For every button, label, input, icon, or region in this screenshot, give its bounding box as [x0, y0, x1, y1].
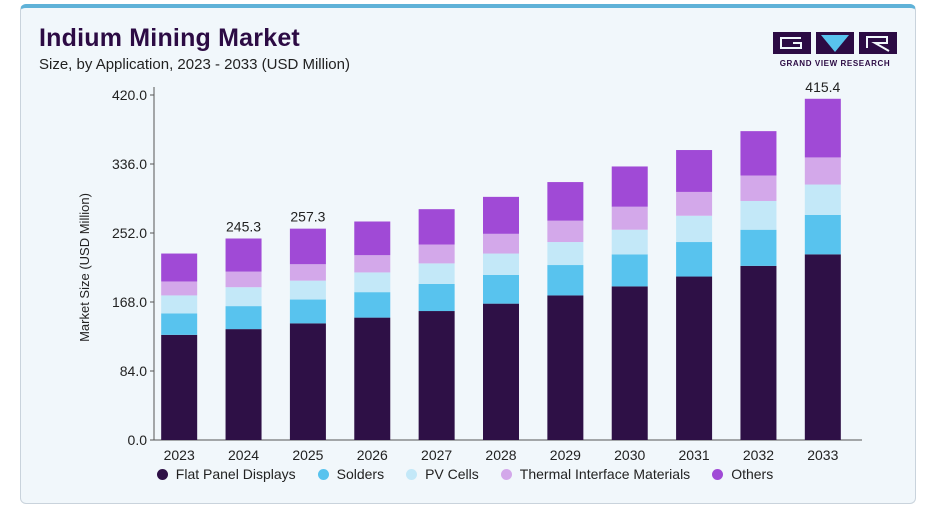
legend-swatch: [712, 468, 724, 480]
legend-item: Others: [712, 466, 773, 482]
y-tick-label: 168.0: [112, 294, 147, 310]
legend-item: Thermal Interface Materials: [500, 466, 691, 482]
bar-segment: [354, 255, 391, 273]
bar-segment: [483, 274, 519, 304]
bar-segment: [225, 271, 262, 288]
x-tick-label: 2023: [164, 447, 195, 463]
legend-label: PV Cells: [425, 466, 479, 482]
chart-title: Indium Mining Market: [39, 24, 300, 52]
bar-segment: [740, 265, 777, 440]
bar-segment: [161, 281, 198, 296]
bar-segment: [740, 200, 777, 230]
bar-segment: [611, 286, 648, 440]
y-tick-label: 420.0: [112, 87, 147, 103]
data-label: 257.3: [290, 209, 325, 225]
bar-segment: [161, 295, 198, 314]
bar-segment: [547, 220, 584, 243]
bar-segment: [354, 292, 391, 318]
bar-segment: [354, 272, 391, 293]
bar-segment: [676, 215, 713, 243]
bar-segment: [289, 299, 326, 324]
x-tick-label: 2029: [550, 447, 581, 463]
chart-subtitle: Size, by Application, 2023 - 2033 (USD M…: [39, 56, 350, 73]
x-tick-label: 2024: [228, 447, 259, 463]
legend-item: Solders: [317, 466, 385, 482]
bar-segment: [676, 150, 713, 192]
data-label: 415.4: [805, 79, 840, 95]
gvr-logo-mark: [773, 32, 897, 54]
bar-segment: [740, 131, 777, 176]
bar-segment: [547, 182, 584, 221]
chart-legend: Flat Panel Displays Solders PV Cells Therma…: [0, 466, 930, 482]
bar-segment: [354, 221, 391, 256]
bar-segment: [804, 157, 841, 185]
bar-segment: [418, 263, 455, 284]
bar-segment: [483, 233, 519, 254]
bar-segment: [804, 98, 841, 158]
bar-segment: [418, 311, 455, 440]
bar-segment: [676, 276, 713, 440]
x-tick-label: 2025: [292, 447, 323, 463]
bar-segment: [289, 280, 326, 300]
x-tick-label: 2028: [485, 447, 516, 463]
bar-segment: [547, 242, 584, 266]
legend-item: PV Cells: [406, 466, 479, 482]
bar-segment: [676, 191, 713, 216]
x-tick-label: 2030: [614, 447, 645, 463]
legend-swatch: [317, 468, 329, 480]
bar-segment: [161, 253, 198, 282]
legend-swatch: [500, 468, 512, 480]
legend-swatch: [156, 468, 168, 480]
bar-segment: [418, 283, 455, 312]
legend-label: Flat Panel Displays: [175, 466, 296, 482]
bar-segment: [740, 175, 777, 201]
stacked-bar-chart: 0.0 84.0 168.0 252.0 336.0 420.0 Market Size (…: [77, 79, 862, 463]
bar-segment: [611, 206, 648, 230]
brand-name: GRAND VIEW RESEARCH: [779, 59, 891, 68]
bar-segment: [225, 287, 262, 307]
x-tick-label: 2032: [743, 447, 774, 463]
bar-segment: [483, 253, 519, 275]
bar-segment: [804, 214, 841, 255]
bar-segment: [289, 323, 326, 440]
bar-segment: [418, 244, 455, 264]
bar-segment: [804, 184, 841, 215]
legend-label: Solders: [336, 466, 385, 482]
data-label: 245.3: [226, 219, 261, 235]
bar-segment: [289, 264, 326, 281]
bar-segment: [547, 295, 584, 440]
bar-segment: [611, 254, 648, 287]
bar-segment: [161, 313, 198, 335]
legend-swatch: [406, 468, 418, 480]
bar-segment: [740, 229, 777, 266]
bar-segment: [289, 228, 326, 265]
x-tick-label: 2031: [679, 447, 710, 463]
y-tick-label: 336.0: [112, 156, 147, 172]
x-tick-label: 2026: [357, 447, 388, 463]
bar-segment: [483, 303, 519, 440]
x-tick-label: 2027: [421, 447, 452, 463]
bar-segment: [611, 166, 648, 207]
y-tick-label: 0.0: [128, 432, 148, 448]
bar-segment: [547, 265, 584, 296]
legend-item: Flat Panel Displays: [156, 466, 296, 482]
bar-segment: [611, 229, 648, 255]
bar-segment: [161, 334, 198, 440]
bar-segment: [225, 306, 262, 330]
bar-segment: [354, 317, 391, 440]
y-tick-label: 84.0: [120, 363, 147, 379]
legend-label: Thermal Interface Materials: [519, 466, 691, 482]
bar-segment: [483, 196, 519, 234]
bar-segment: [418, 209, 455, 245]
x-tick-label: 2033: [807, 447, 838, 463]
bar-segment: [225, 329, 262, 440]
bar-segment: [225, 238, 262, 272]
bar-segment: [676, 242, 713, 277]
legend-label: Others: [731, 466, 774, 482]
bar-segment: [804, 254, 841, 440]
y-tick-label: 252.0: [112, 225, 147, 241]
y-axis-label: Market Size (USD Million): [77, 193, 92, 342]
gvr-logo-icon: GRAND VIEW RESEARCH: [771, 30, 899, 70]
